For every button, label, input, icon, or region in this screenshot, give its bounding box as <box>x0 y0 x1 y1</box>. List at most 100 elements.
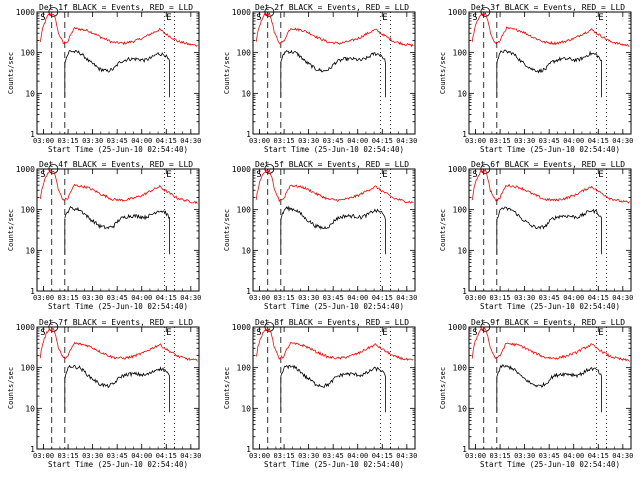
x-axis-label: Start Time (25-Jun-10 02:54:40) <box>48 302 188 311</box>
y-tick-label: 1000 <box>232 323 251 332</box>
panel-det-4: Det 4f BLACK = Events, RED = LLD 1 10 100 10… <box>7 160 201 311</box>
panel-det-9: Det 9f BLACK = Events, RED = LLD 1 10 100 10… <box>439 318 633 469</box>
x-tick-label: 04:30 <box>612 137 633 145</box>
plot-frame <box>36 168 200 292</box>
y-tick-label: 10 <box>241 246 251 255</box>
y-tick-label: 1000 <box>16 8 35 17</box>
x-tick-label: 04:15 <box>588 452 609 460</box>
start-marker: S <box>40 170 45 180</box>
series-events-line <box>280 364 386 413</box>
plot-frame <box>468 11 632 135</box>
x-tick-label: 04:30 <box>396 452 417 460</box>
plot-frame <box>36 326 200 450</box>
x-tick-label: 03:00 <box>33 137 54 145</box>
start-marker: S <box>256 170 261 180</box>
end-marker: E <box>382 13 387 23</box>
x-tick-label: 03:30 <box>298 294 319 302</box>
peak-circle-marker <box>48 6 59 17</box>
end-marker: E <box>382 328 387 338</box>
x-tick-label: 03:00 <box>33 294 54 302</box>
peak-circle-marker <box>480 6 491 17</box>
series-lld-line <box>471 168 630 204</box>
x-tick-label: 04:00 <box>347 452 368 460</box>
peak-circle-marker <box>480 163 491 174</box>
panel-det-5: Det 5f BLACK = Events, RED = LLD 1 10 100 10… <box>223 160 417 311</box>
x-axis-label: Start Time (25-Jun-10 02:54:40) <box>48 460 188 469</box>
x-tick-label: 03:15 <box>274 294 295 302</box>
panel-title: Det 6f BLACK = Events, RED = LLD <box>471 160 625 169</box>
x-tick-label: 04:30 <box>396 294 417 302</box>
panel-title: Det 5f BLACK = Events, RED = LLD <box>255 160 409 169</box>
x-tick-label: 03:45 <box>539 294 560 302</box>
x-axis-label: Start Time (25-Jun-10 02:54:40) <box>264 302 404 311</box>
x-tick-label: 04:15 <box>372 137 393 145</box>
x-tick-label: 04:00 <box>347 137 368 145</box>
x-tick-label: 04:00 <box>563 294 584 302</box>
peak-circle-marker <box>480 321 491 332</box>
series-lld-line <box>39 13 198 47</box>
y-tick-label: 100 <box>21 206 36 215</box>
plot-frame <box>252 168 416 292</box>
x-tick-label: 03:30 <box>514 294 535 302</box>
end-marker: E <box>166 13 171 23</box>
x-axis-label: Start Time (25-Jun-10 02:54:40) <box>480 302 620 311</box>
y-tick-label: 1 <box>462 445 467 454</box>
peak-circle-marker <box>48 163 59 174</box>
end-marker: E <box>382 170 387 180</box>
y-tick-label: 1000 <box>448 165 467 174</box>
y-tick-label: 100 <box>453 364 468 373</box>
series-events-line <box>64 364 170 413</box>
x-tick-label: 03:45 <box>323 137 344 145</box>
y-axis-label: Counts/sec <box>7 209 15 251</box>
x-tick-label: 04:15 <box>372 452 393 460</box>
y-tick-label: 10 <box>457 89 467 98</box>
y-tick-label: 1000 <box>448 323 467 332</box>
y-tick-label: 1 <box>246 445 251 454</box>
series-events-line <box>496 206 602 255</box>
start-marker: S <box>256 328 261 338</box>
x-tick-label: 03:30 <box>298 452 319 460</box>
x-tick-label: 03:15 <box>274 137 295 145</box>
x-tick-label: 04:30 <box>180 294 201 302</box>
x-tick-label: 03:15 <box>58 294 79 302</box>
series-lld-line <box>255 327 414 361</box>
y-tick-label: 100 <box>237 206 252 215</box>
x-axis-label: Start Time (25-Jun-10 02:54:40) <box>264 145 404 154</box>
plot-frame <box>252 326 416 450</box>
x-tick-label: 04:00 <box>563 452 584 460</box>
y-tick-label: 10 <box>457 404 467 413</box>
x-tick-label: 03:45 <box>323 294 344 302</box>
x-tick-label: 03:15 <box>490 294 511 302</box>
start-marker: S <box>40 13 45 23</box>
peak-circle-marker <box>264 6 275 17</box>
x-tick-label: 03:30 <box>514 137 535 145</box>
x-tick-label: 03:45 <box>107 452 128 460</box>
x-tick-label: 04:30 <box>396 137 417 145</box>
plot-frame <box>468 326 632 450</box>
panel-det-2: Det 2f BLACK = Events, RED = LLD 1 10 100 10… <box>223 3 417 154</box>
series-lld-line <box>255 168 414 204</box>
y-tick-label: 10 <box>457 246 467 255</box>
y-tick-label: 10 <box>241 404 251 413</box>
x-tick-label: 03:15 <box>490 137 511 145</box>
series-lld-line <box>255 11 414 48</box>
x-tick-label: 04:00 <box>563 137 584 145</box>
x-tick-label: 03:45 <box>323 452 344 460</box>
y-tick-label: 1000 <box>16 165 35 174</box>
x-tick-label: 04:15 <box>372 294 393 302</box>
x-tick-label: 03:00 <box>249 137 270 145</box>
x-tick-label: 04:00 <box>347 294 368 302</box>
y-tick-label: 1 <box>462 130 467 139</box>
plot-frame <box>468 168 632 292</box>
y-tick-label: 100 <box>453 206 468 215</box>
start-marker: S <box>472 328 477 338</box>
y-tick-label: 1 <box>246 287 251 296</box>
y-tick-label: 1 <box>246 130 251 139</box>
y-tick-label: 10 <box>241 89 251 98</box>
x-tick-label: 03:30 <box>298 137 319 145</box>
x-tick-label: 04:30 <box>180 137 201 145</box>
panel-title: Det 8f BLACK = Events, RED = LLD <box>255 318 409 327</box>
series-lld-line <box>471 11 630 47</box>
start-marker: S <box>472 13 477 23</box>
x-tick-label: 04:15 <box>156 137 177 145</box>
